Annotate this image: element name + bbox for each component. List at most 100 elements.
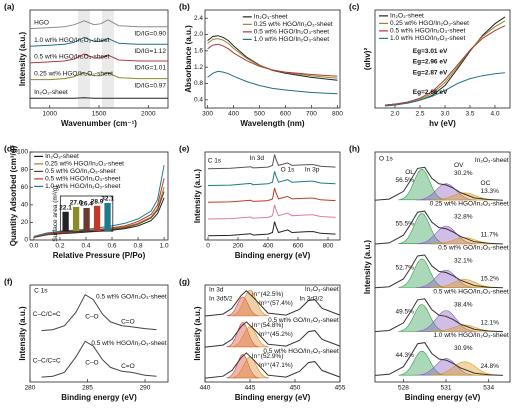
plot-frame: [204, 9, 341, 109]
component-label: 32.8%: [454, 214, 473, 221]
legend-label: 0.5 wt% HGO/In₂O₃-sheet: [390, 28, 465, 35]
legend-label: In₂O₃-sheet: [254, 14, 288, 21]
x-tick-label: 800: [323, 243, 334, 250]
x-tick-label: 600: [280, 111, 291, 118]
x-tick-label: 2.5: [415, 111, 424, 118]
curve-label: 0.5 wt% HGO/In₂O₃-sheet: [34, 54, 109, 61]
curve-label: 0.25 wt% HGO/In₂O₃-sheet: [34, 70, 113, 77]
x-axis-label: hv (eV): [429, 119, 456, 128]
inset-bar-label: 22.1: [59, 204, 72, 211]
inset-bar-label: 28.9: [91, 198, 104, 205]
plot-frame: [204, 284, 341, 383]
curve-label: 1.0 wt% HGO/In₂O₃-sheet: [34, 37, 109, 44]
y-tick-label: 0.4: [194, 97, 203, 104]
y-axis-label: Absorbance (a.u.): [184, 25, 193, 93]
component-label: 30.9%: [454, 345, 473, 352]
data-line: [207, 154, 336, 170]
component-peak: [398, 258, 446, 288]
component-label: 49.5%: [395, 308, 414, 315]
eg-label: Eg=2.66 eV: [413, 89, 448, 96]
x-tick-label: 445: [245, 385, 256, 392]
x-tick-label: 3.0: [440, 111, 449, 118]
y-tick-label: 2.4: [194, 15, 203, 22]
y-tick-label: 0: [24, 237, 28, 244]
data-line: [374, 342, 503, 376]
data-line: [207, 204, 336, 220]
data-line: [374, 298, 503, 333]
inset-y-label: Surface area (m²/g): [52, 185, 59, 241]
x-axis-label: Binding energy (eV): [235, 251, 311, 260]
y-tick-label: 80: [21, 166, 29, 173]
inset-bar-label: 27.6: [70, 200, 83, 207]
data-line: [204, 290, 341, 317]
inset-bar: [62, 211, 69, 232]
legend-label: 1.0 wt% HGO/In₂O₃-sheet: [390, 35, 465, 42]
data-line: [29, 19, 168, 30]
legend-label: 0.25 wt% HGO/In₂O₃-sheet: [254, 21, 333, 28]
curve-label: 0.5 wt% GO/In₂O₃-sheet: [96, 293, 167, 300]
legend-label: 0.25 wt% HGO/In₂O₃-sheet: [390, 20, 469, 27]
data-line: [41, 293, 157, 332]
data-line: [29, 53, 168, 64]
inset-bar: [104, 202, 111, 232]
legend-label: 0.5 wt% HGO/In₂O₃-sheet: [254, 29, 329, 36]
eg-label: Eg=3.01 eV: [413, 48, 448, 55]
x-axis-label: Binding energy (eV): [235, 393, 311, 402]
curve-label: In₂O₃-sheet: [34, 89, 68, 96]
inset-bar-label: 32.1: [101, 196, 114, 203]
plot-frame: [29, 284, 169, 383]
x-tick-label: 2.0: [390, 111, 399, 118]
annotation: In 3d5/2: [209, 295, 233, 302]
annotation: C 1s: [34, 288, 48, 295]
legend-label: 1.0 wt% HGO/In₂O₃-sheet: [254, 36, 329, 43]
y-axis-label: Intensity (a.u.): [363, 240, 372, 295]
x-tick-label: 700: [306, 111, 317, 118]
y-axis-label: Quantity Adsorbed (cm³/g): [9, 145, 18, 246]
curve-label: 0.5 wt% HGO/In₂O₃-sheet: [91, 340, 166, 347]
eg-label: Eg=2.96 eV: [413, 59, 448, 66]
x-tick-label: 531: [441, 385, 452, 392]
legend-label: 1.0 wt% HGO/In₂O₃-sheet: [45, 183, 120, 190]
y-tick-label: 2.0: [194, 31, 203, 38]
annotation: C=O: [121, 363, 135, 370]
x-tick-label: 528: [398, 385, 409, 392]
x-tick-label: 0.8: [134, 243, 143, 250]
component-label: 32.1%: [454, 258, 473, 265]
y-tick-label: 100: [17, 149, 28, 156]
d-band-shade: [78, 10, 90, 108]
annotation: C–C/C=C: [33, 311, 61, 318]
annotation: O 1s: [379, 156, 393, 163]
component-label: In⁺(42.5%): [252, 291, 284, 298]
legend-label: 0.25 wt% HGO/In₂O₃-sheet: [45, 161, 124, 168]
curve-label: 0.25 wt% HGO/In₂O₃-sheet: [430, 201, 509, 208]
x-tick-label: 1500: [92, 111, 107, 118]
component-name: OC: [481, 180, 491, 187]
x-tick-label: 290: [140, 385, 151, 392]
y-tick-label: 1.2: [194, 64, 203, 71]
y-tick-label: 1.6: [194, 48, 203, 55]
x-axis-label: Binding energy (eV): [405, 393, 481, 402]
component-peak: [398, 304, 446, 332]
x-tick-label: 600: [293, 243, 304, 250]
x-tick-label: 1.0: [160, 243, 169, 250]
y-axis-label: Intensity (a.u.): [18, 32, 27, 87]
data-line: [207, 70, 338, 95]
component-label: 38.4%: [454, 301, 473, 308]
component-peak: [226, 322, 260, 348]
data-line: [29, 36, 168, 47]
y-tick-label: 60: [21, 184, 29, 191]
legend-label: In₂O₃-sheet: [390, 13, 424, 20]
curve-label: HGO: [34, 19, 49, 26]
curve-label: In₂O₃-sheet: [305, 286, 339, 293]
legend-label: In₂O₃-sheet: [45, 153, 79, 160]
x-tick-label: 200: [233, 243, 244, 250]
data-line: [207, 38, 338, 79]
g-band-shade: [102, 10, 114, 108]
data-line: [207, 221, 336, 237]
plot-frame: [204, 151, 341, 241]
curve-label: 0.5 wt% HGO/In₂O₃-sheet: [433, 288, 508, 295]
component-name: OL: [405, 169, 414, 176]
x-axis-label: Relative Pressure (P/Po): [53, 251, 146, 260]
y-tick-label: 40: [21, 202, 29, 209]
